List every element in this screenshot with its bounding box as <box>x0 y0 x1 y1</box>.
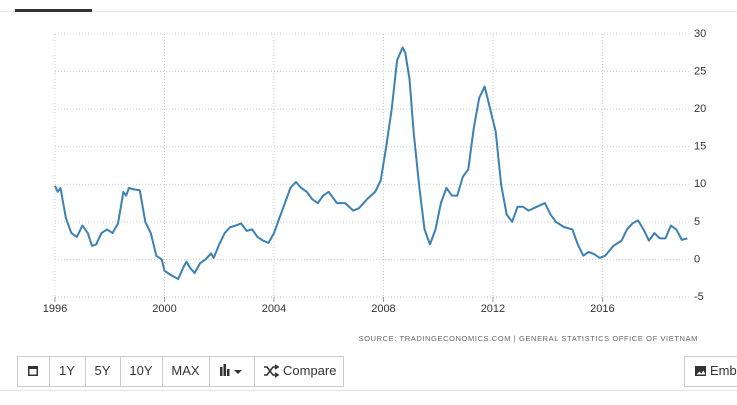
range-button-label[interactable]: MAX <box>171 363 200 378</box>
shuffle-icon <box>264 364 280 378</box>
image-icon-inner <box>696 370 706 375</box>
y-tick-label: 15 <box>694 141 706 153</box>
x-tick-label: 1996 <box>43 303 67 315</box>
y-tick-label: 20 <box>694 103 706 115</box>
chart-type-icon <box>227 369 230 376</box>
range-button-label[interactable]: 5Y <box>95 363 111 378</box>
calendar-icon-inner <box>29 369 37 375</box>
chart-type-button[interactable] <box>209 356 255 387</box>
range-button[interactable] <box>162 356 210 387</box>
y-tick-label: 0 <box>694 253 700 265</box>
x-tick-label: 2012 <box>481 303 505 315</box>
x-tick-label: 2016 <box>590 303 614 315</box>
dropdown-caret <box>234 370 242 374</box>
y-tick-label: 30 <box>694 28 706 40</box>
range-button-label[interactable]: 1Y <box>59 363 75 378</box>
y-tick-label: 25 <box>694 65 706 77</box>
range-button[interactable] <box>120 356 163 387</box>
chart-type-icon <box>220 367 223 376</box>
range-button-label[interactable]: 10Y <box>129 363 152 378</box>
compare-label[interactable]: Compare <box>283 363 336 378</box>
x-tick-label: 2004 <box>262 303 286 315</box>
toolbar: 1Y 5Y 10Y MAX Compare Embe <box>0 356 737 391</box>
y-tick-label: 10 <box>694 178 706 190</box>
active-tab-underline <box>15 9 92 12</box>
image-icon <box>695 366 706 376</box>
embed-button[interactable] <box>684 356 737 387</box>
source-note: SOURCE: TRADINGECONOMICS.COM | GENERAL S… <box>359 334 698 343</box>
range-button[interactable] <box>49 356 86 387</box>
embed-label[interactable]: Embe <box>710 363 737 378</box>
data-line <box>54 46 688 280</box>
y-tick-label: 5 <box>694 216 700 228</box>
chart-type-icon <box>223 364 226 376</box>
x-tick-label: 2000 <box>152 303 176 315</box>
y-tick-label: -5 <box>694 291 704 303</box>
x-tick-label: 2008 <box>371 303 395 315</box>
